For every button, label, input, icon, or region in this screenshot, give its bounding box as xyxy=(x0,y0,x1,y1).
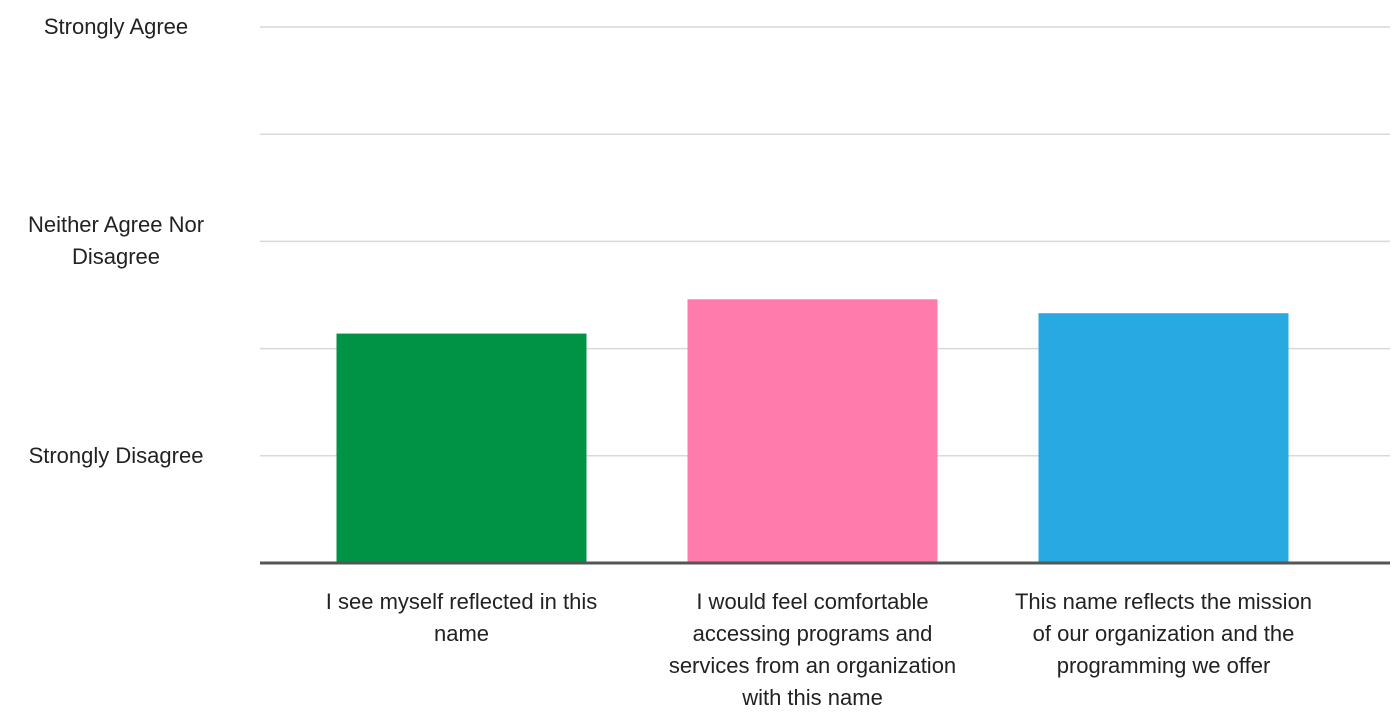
y-tick-label: Strongly Disagree xyxy=(28,442,204,468)
x-tick-label: I would feel comfortable accessing progr… xyxy=(668,589,957,710)
bar xyxy=(336,333,587,563)
bar xyxy=(687,299,938,563)
y-tick-label: Strongly Agree xyxy=(43,14,189,39)
x-tick-label: This name reflects the mission of our or… xyxy=(1014,589,1313,678)
x-tick-label: I see myself reflected in this name xyxy=(325,589,598,646)
y-tick-label: Neither Agree Nor Disagree xyxy=(27,212,205,270)
bar xyxy=(1038,313,1289,563)
